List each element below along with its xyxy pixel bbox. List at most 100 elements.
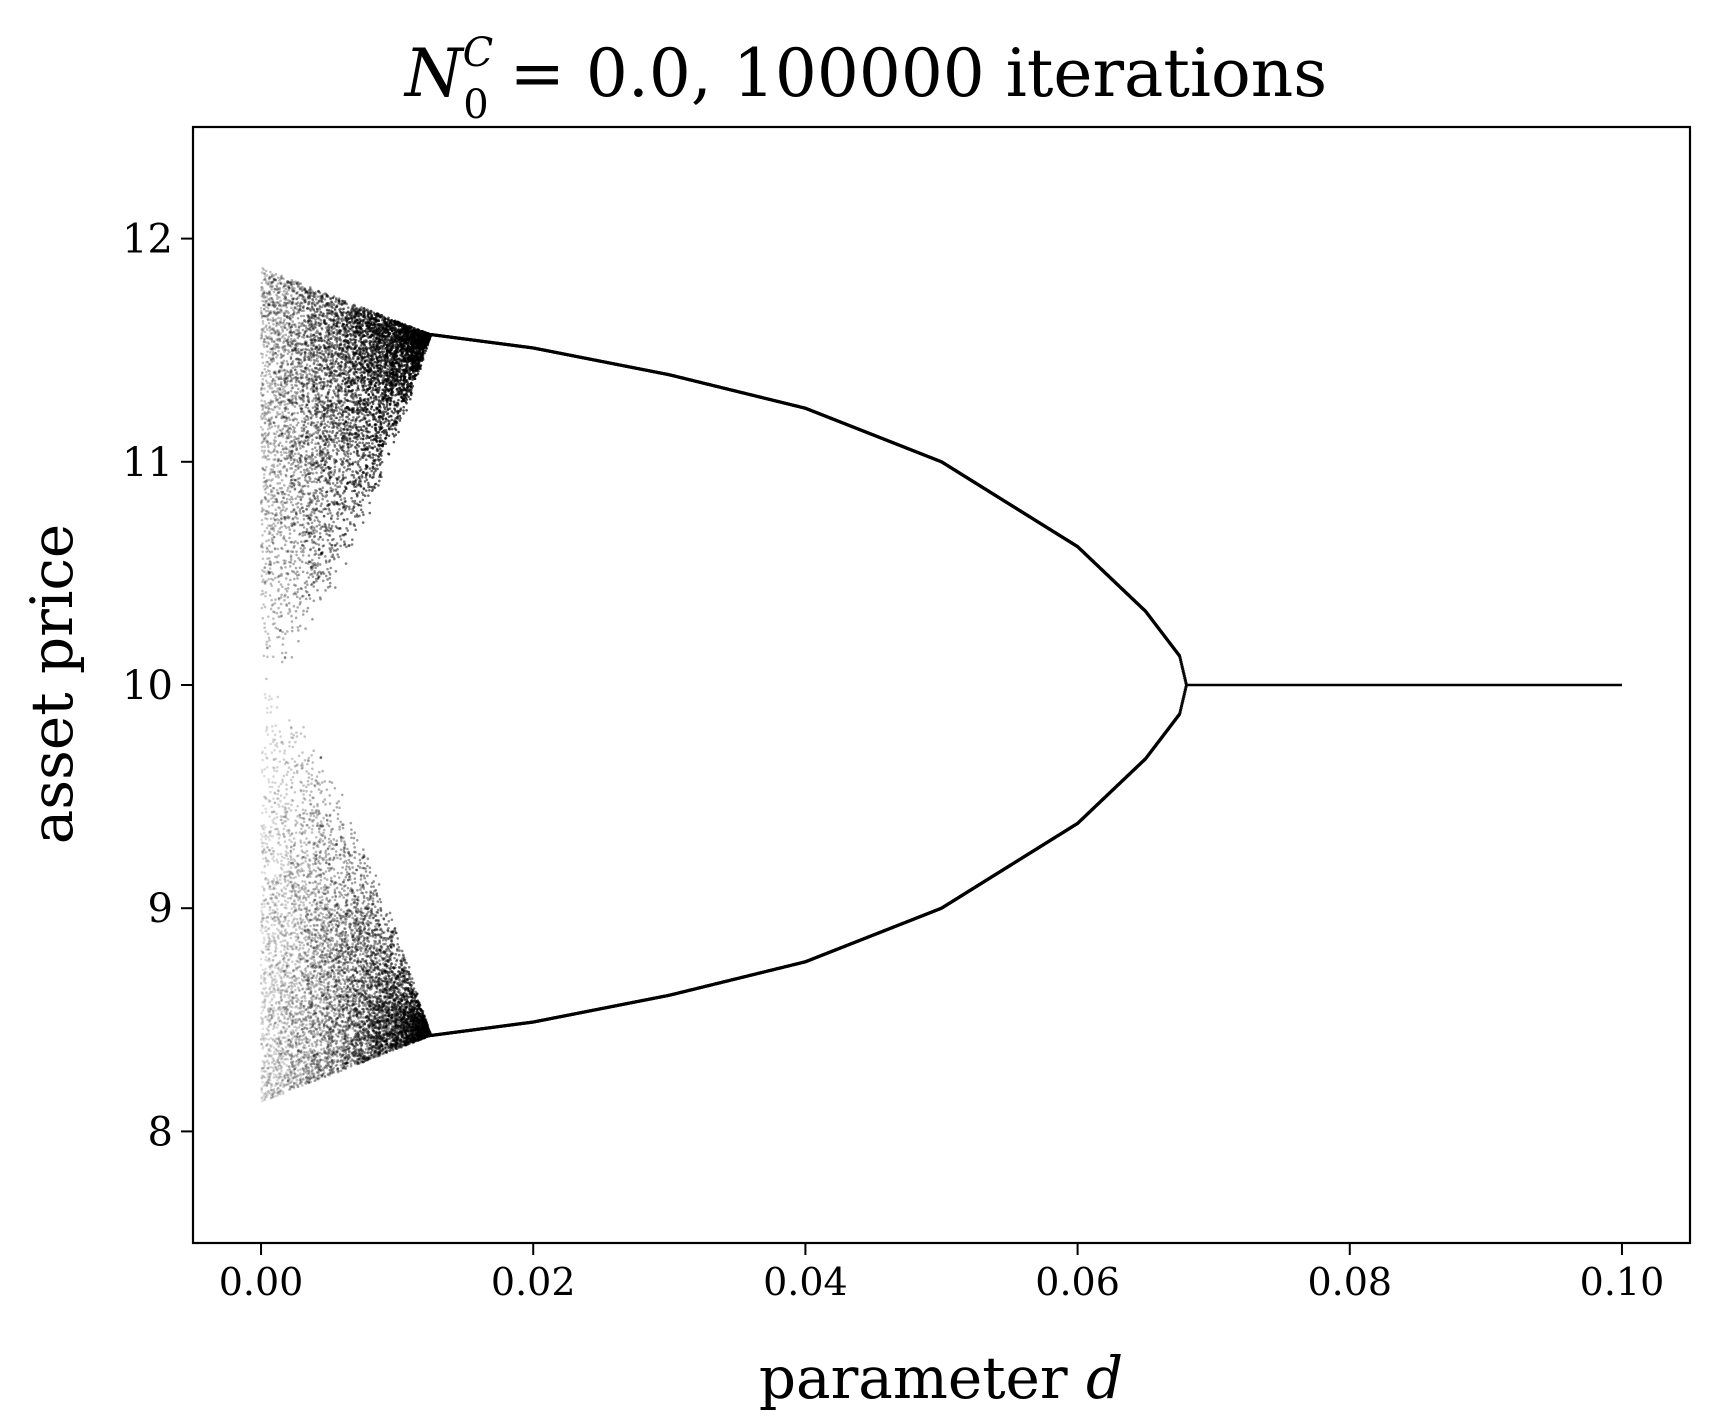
- chaos-point-lower: [366, 936, 370, 939]
- chaos-point-upper: [262, 485, 266, 488]
- chaos-point-lower: [390, 1043, 393, 1046]
- chaos-point-lower: [288, 976, 292, 980]
- chaos-point-upper: [310, 521, 314, 525]
- chaos-point-lower: [366, 864, 369, 868]
- chaos-point-lower: [339, 1032, 343, 1035]
- chaos-point-lower: [261, 811, 264, 815]
- chaos-point-upper: [296, 391, 299, 394]
- chaos-point-lower: [358, 1026, 362, 1030]
- chaos-point-upper: [347, 374, 351, 377]
- chaos-point-lower: [385, 971, 389, 974]
- chaos-point-lower: [286, 971, 290, 974]
- chaos-point-upper: [332, 414, 336, 417]
- chaos-point-upper: [359, 437, 363, 440]
- chaos-point-upper: [291, 503, 295, 507]
- chaos-point-lower: [353, 905, 357, 909]
- chaos-point-lower: [279, 852, 283, 856]
- chaos-point-lower: [366, 874, 369, 878]
- chaos-point-lower: [263, 693, 267, 696]
- chaos-point-lower: [356, 1015, 359, 1019]
- chaos-point-lower: [282, 774, 286, 778]
- chaos-point-lower: [273, 874, 277, 878]
- chaos-point-lower: [323, 940, 327, 943]
- chaos-point-upper: [339, 427, 343, 430]
- chaos-point-lower: [273, 733, 277, 737]
- chaos-point-lower: [311, 862, 315, 866]
- chaos-point-upper: [265, 677, 268, 681]
- chaos-point-upper: [298, 597, 302, 600]
- chaos-point-lower: [300, 908, 303, 911]
- chaos-point-lower: [376, 1018, 380, 1022]
- chaos-point-lower: [379, 914, 383, 917]
- chaos-point-lower: [312, 1021, 315, 1024]
- chaos-point-upper: [386, 367, 389, 371]
- chaos-point-upper: [313, 340, 316, 344]
- chaos-point-lower: [317, 788, 321, 791]
- chaos-point-lower: [273, 781, 277, 785]
- chaos-point-upper: [262, 382, 265, 386]
- chaos-point-lower: [308, 867, 311, 870]
- chaos-point-lower: [340, 793, 344, 797]
- chaos-point-lower: [309, 924, 312, 928]
- chaos-point-lower: [260, 909, 263, 913]
- chaos-point-lower: [310, 913, 313, 917]
- chaos-point-lower: [359, 888, 362, 891]
- chaos-point-upper: [307, 576, 311, 579]
- chaos-point-lower: [265, 1018, 269, 1021]
- chaos-point-upper: [288, 426, 291, 430]
- chaos-point-upper: [365, 478, 369, 482]
- chaos-point-lower: [337, 959, 340, 963]
- chaos-point-upper: [330, 362, 333, 365]
- chaos-point-lower: [270, 1082, 273, 1086]
- chaos-point-upper: [266, 632, 270, 636]
- chaos-point-upper: [333, 362, 337, 366]
- chaos-point-upper: [263, 473, 266, 476]
- chaos-point-lower: [330, 879, 333, 883]
- chaos-point-upper: [327, 507, 331, 510]
- chaos-point-upper: [283, 301, 286, 304]
- chaos-point-upper: [338, 415, 342, 419]
- chaos-point-lower: [266, 835, 270, 839]
- chaos-point-lower: [356, 942, 359, 946]
- chaos-point-upper: [350, 511, 353, 514]
- chaos-point-lower: [320, 781, 324, 784]
- chaos-point-upper: [264, 364, 267, 367]
- chaos-point-lower: [263, 767, 267, 771]
- chaos-point-upper: [283, 432, 287, 435]
- chaos-point-lower: [289, 866, 293, 870]
- chaos-point-upper: [329, 403, 333, 407]
- chaos-point-lower: [373, 933, 377, 936]
- chaos-point-upper: [335, 481, 339, 485]
- chaos-point-lower: [330, 866, 334, 870]
- chaos-point-upper: [337, 344, 341, 347]
- chaos-point-upper: [304, 341, 307, 345]
- chaos-point-upper: [337, 418, 341, 422]
- chaos-point-upper: [298, 566, 302, 569]
- chaos-point-lower: [335, 839, 339, 843]
- chaos-point-lower: [394, 986, 397, 989]
- chaos-point-upper: [318, 532, 322, 535]
- chaos-point-lower: [321, 839, 325, 843]
- chaos-point-lower: [273, 923, 276, 927]
- chaos-point-lower: [364, 870, 368, 873]
- chaos-point-upper: [314, 393, 317, 397]
- chaos-point-upper: [379, 436, 382, 440]
- chaos-point-lower: [296, 804, 299, 808]
- chaos-point-upper: [293, 488, 297, 491]
- chaos-point-lower: [304, 829, 307, 833]
- chaos-point-lower: [350, 828, 353, 831]
- chaos-point-upper: [298, 404, 302, 407]
- chaos-point-lower: [336, 1023, 339, 1027]
- chaos-point-lower: [300, 762, 304, 765]
- chaos-point-lower: [290, 803, 293, 807]
- chaos-point-lower: [315, 775, 319, 778]
- chaos-point-upper: [368, 444, 371, 448]
- chaos-point-lower: [388, 1049, 392, 1053]
- chaos-point-lower: [343, 855, 346, 858]
- chaos-point-lower: [271, 781, 275, 784]
- chaos-point-lower: [285, 792, 288, 796]
- chaos-point-upper: [291, 377, 294, 381]
- title-subscript: 0: [463, 82, 488, 128]
- chaos-point-upper: [307, 533, 310, 536]
